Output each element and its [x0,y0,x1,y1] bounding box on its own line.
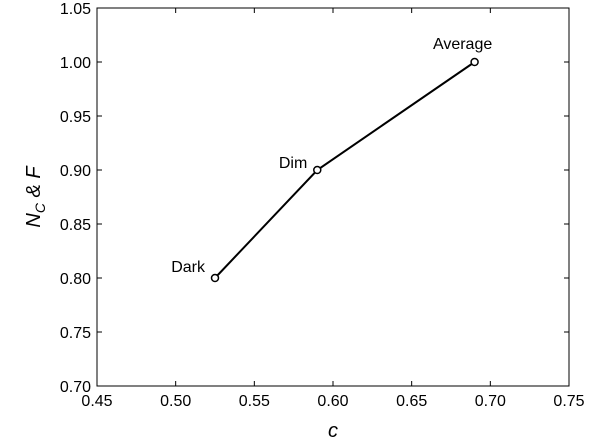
y-tick-label: 0.90 [60,163,91,180]
x-tick-label: 0.50 [160,393,191,410]
data-point-marker [470,57,479,67]
y-tick-label: 0.80 [60,271,91,288]
data-point-label: Dim [279,155,307,172]
x-tick-labels: 0.45 0.50 0.55 0.60 0.65 0.70 0.75 [81,393,584,410]
data-point-marker [313,165,322,175]
data-point-label: Average [433,36,492,53]
y-tick-labels: 0.70 0.75 0.80 0.85 0.90 0.95 1.00 1.05 [60,1,91,396]
y-tick-label: 0.85 [60,217,91,234]
plot-area [96,7,570,387]
y-axis-label-rest: & F [23,165,45,203]
series [210,57,479,283]
x-axis-label: c [328,420,338,442]
point-labels: Dark Dim Average [171,36,492,276]
data-point-label: Dark [171,259,206,276]
y-tick-label: 1.05 [60,1,91,18]
ticks [96,7,570,387]
x-tick-label: 0.55 [239,393,270,410]
y-axis-label-n: N [23,213,45,228]
x-tick-label: 0.70 [475,393,506,410]
y-tick-label: 0.75 [60,325,91,342]
x-tick-label: 0.75 [553,393,584,410]
y-axis-label: NC & F [23,165,48,228]
x-tick-label: 0.45 [81,393,112,410]
x-tick-label: 0.65 [396,393,427,410]
x-tick-label: 0.60 [317,393,348,410]
y-axis-label-sub: C [32,202,48,213]
y-tick-label: 0.95 [60,109,91,126]
y-tick-label: 0.70 [60,379,91,396]
data-point-marker [210,273,220,283]
y-tick-label: 1.00 [60,55,91,72]
